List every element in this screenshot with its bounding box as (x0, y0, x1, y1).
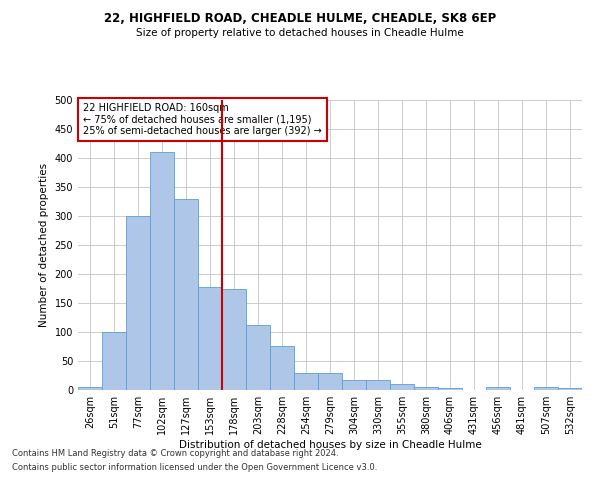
Bar (438, 388, 462, 390)
Bar (198, 287, 222, 390)
Bar (390, 384, 414, 390)
Bar (486, 387, 510, 390)
Bar (414, 386, 438, 390)
Text: 22, HIGHFIELD ROAD, CHEADLE HULME, CHEADLE, SK8 6EP: 22, HIGHFIELD ROAD, CHEADLE HULME, CHEAD… (104, 12, 496, 26)
Bar (150, 152, 174, 390)
Text: Contains HM Land Registry data © Crown copyright and database right 2024.: Contains HM Land Registry data © Crown c… (12, 448, 338, 458)
Text: 22 HIGHFIELD ROAD: 160sqm
← 75% of detached houses are smaller (1,195)
25% of se: 22 HIGHFIELD ROAD: 160sqm ← 75% of detac… (83, 103, 322, 136)
Bar (246, 325, 270, 390)
Bar (366, 380, 390, 390)
Bar (126, 216, 150, 390)
Bar (102, 332, 126, 390)
Bar (534, 387, 558, 390)
Text: Size of property relative to detached houses in Cheadle Hulme: Size of property relative to detached ho… (136, 28, 464, 38)
Bar (318, 372, 342, 390)
Bar (78, 387, 102, 390)
Bar (558, 388, 582, 390)
X-axis label: Distribution of detached houses by size in Cheadle Hulme: Distribution of detached houses by size … (179, 440, 481, 450)
Bar (222, 288, 246, 390)
Text: Contains public sector information licensed under the Open Government Licence v3: Contains public sector information licen… (12, 464, 377, 472)
Bar (342, 380, 366, 390)
Bar (174, 198, 198, 390)
Bar (294, 372, 318, 390)
Y-axis label: Number of detached properties: Number of detached properties (39, 163, 49, 327)
Bar (270, 346, 294, 390)
